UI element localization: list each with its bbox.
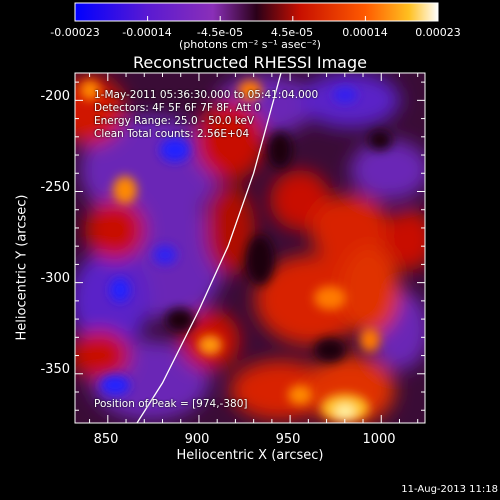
y-tick-label: -250 [40, 180, 70, 195]
x-axis-label: Heliocentric X (arcsec) [176, 448, 324, 463]
y-tick-label: -300 [40, 271, 70, 286]
colorbar-tick-label: -0.00014 [122, 26, 172, 39]
colorbar-tick-label: 4.5e-05 [270, 26, 314, 39]
x-tick-label: 1000 [362, 432, 396, 447]
x-tick-label: 900 [184, 432, 210, 447]
colorbar-ticks [74, 16, 439, 21]
heatmap-image [75, 73, 425, 423]
plot-frame [74, 72, 426, 424]
colorbar-gradient [74, 2, 439, 22]
y-tick-label: -200 [40, 89, 70, 104]
colorbar-tick-label: 0.00014 [342, 26, 388, 39]
chart-title: Reconstructed RHESSI Image [133, 53, 367, 72]
axis-ticks [75, 73, 425, 423]
detectors-info: Detectors: 4F 5F 6F 7F 8F, Att 0 [94, 102, 261, 114]
colorbar-tick-label: -0.00023 [50, 26, 100, 39]
colorbar-tick-label: 0.00023 [415, 26, 461, 39]
observation-time: 1-May-2011 05:36:30.000 to 05:41:04.000 [94, 89, 319, 101]
colorbar [74, 2, 439, 22]
colorbar-unit-label: (photons cm⁻² s⁻¹ asec⁻²) [179, 38, 321, 51]
energy-range-info: Energy Range: 25.0 - 50.0 keV [94, 115, 255, 127]
y-tick-label: -350 [40, 362, 70, 377]
colorbar-tick-label: -4.5e-05 [196, 26, 244, 39]
x-tick-label: 950 [275, 432, 301, 447]
method-counts-info: Clean Total counts: 2.56E+04 [94, 128, 250, 140]
peak-position-label: Position of Peak = [974,-380] [94, 398, 248, 410]
y-axis-label: Heliocentric Y (arcsec) [14, 194, 30, 341]
timestamp: 11-Aug-2013 11:18 [401, 484, 498, 495]
x-tick-label: 850 [93, 432, 119, 447]
solar-limb-line [136, 73, 282, 423]
